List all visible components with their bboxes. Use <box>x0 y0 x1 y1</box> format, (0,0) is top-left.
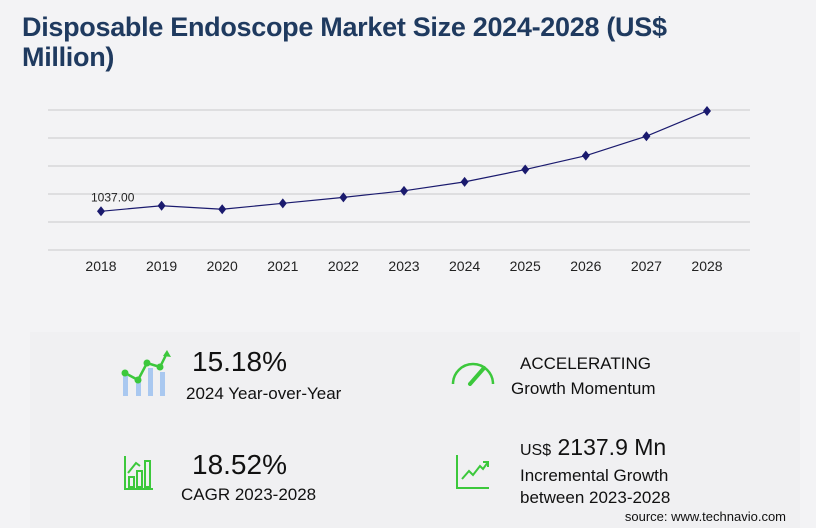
data-point <box>97 206 105 217</box>
data-point <box>581 150 590 161</box>
series-line <box>100 110 708 212</box>
x-tick-label: 2018 <box>85 258 116 274</box>
data-point <box>460 176 469 187</box>
yoy-value: 15.18% <box>192 346 287 377</box>
trend-up-icon <box>456 455 489 489</box>
x-tick-label: 2026 <box>570 258 601 274</box>
speedometer-icon <box>451 362 495 386</box>
currency-prefix: US$ <box>520 442 552 459</box>
x-tick-label: 2025 <box>510 258 541 274</box>
incremental-period: between 2023-2028 <box>520 488 671 507</box>
x-tick-label: 2027 <box>631 258 662 274</box>
data-point <box>278 198 287 209</box>
data-point <box>642 131 651 142</box>
momentum-value: ACCELERATING <box>520 354 651 373</box>
incremental-amount: 2137.9 Mn <box>557 434 667 460</box>
x-tick-label: 2023 <box>388 258 419 274</box>
data-point <box>703 105 711 116</box>
data-point <box>339 192 348 203</box>
x-tick-label: 2021 <box>267 258 298 274</box>
source-credit: source: www.technavio.com <box>624 509 786 524</box>
data-point <box>521 164 530 175</box>
data-point <box>400 185 408 196</box>
growth-chart-icon <box>121 350 171 396</box>
momentum-label: Growth Momentum <box>511 379 656 398</box>
x-tick-label: 2022 <box>328 258 359 274</box>
yoy-label: 2024 Year-over-Year <box>186 384 342 403</box>
line-chart: 2018 2019 2020 2021 2022 2023 2024 2025 2026 2027… <box>48 105 750 274</box>
cagr-label: CAGR 2023-2028 <box>181 485 317 504</box>
cagr-value: 18.52% <box>192 449 287 480</box>
data-point <box>218 204 227 215</box>
bar-growth-icon <box>124 456 153 490</box>
x-tick-label: 2024 <box>449 258 480 274</box>
data-point <box>157 200 166 211</box>
x-tick-label: 2020 <box>207 258 238 274</box>
chart-title: Disposable Endoscope Market Size 2024-20… <box>22 12 667 72</box>
data-label: 1037.00 <box>91 190 135 204</box>
x-tick-label: 2019 <box>146 258 177 274</box>
incremental-value: US$ 2137.9 Mn <box>520 434 666 461</box>
x-tick-label: 2028 <box>691 258 722 274</box>
incremental-label: Incremental Growth <box>520 466 669 485</box>
